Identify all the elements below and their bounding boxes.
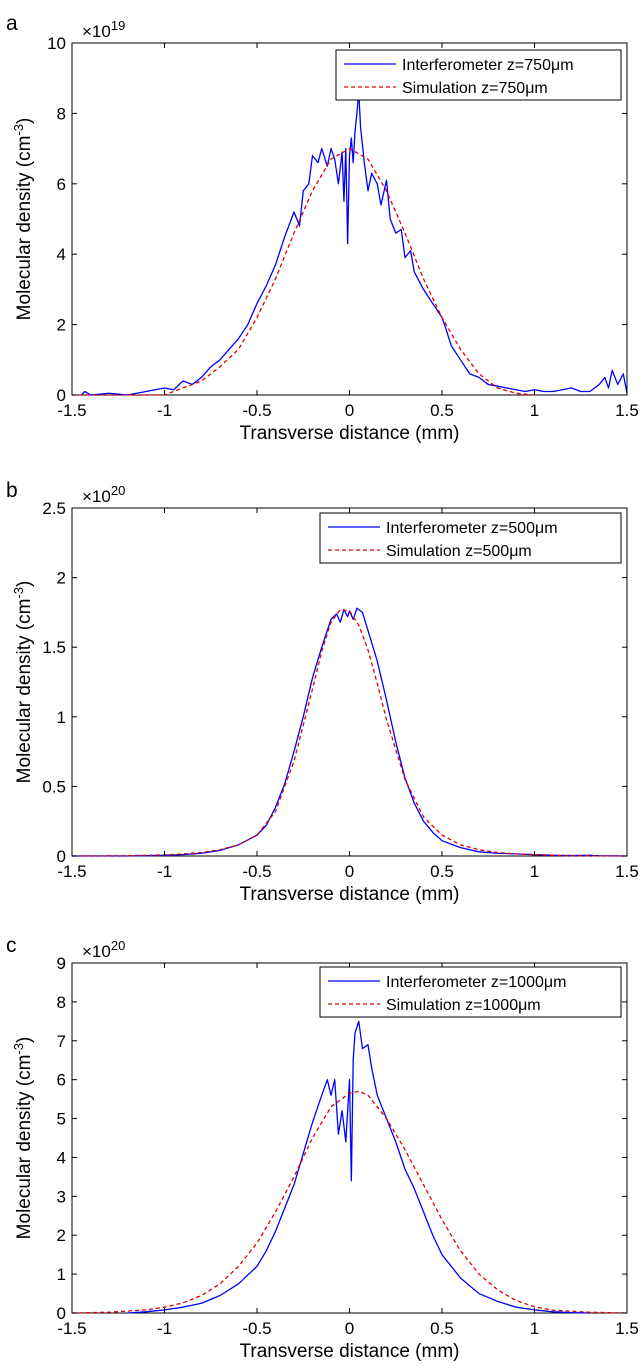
- legend-entry: Simulation z=750μm: [402, 80, 548, 97]
- legend: Interferometer z=500μm Simulation z=500μm: [319, 512, 622, 564]
- x-tick-label: 1.5: [615, 862, 639, 881]
- y-tick-label: 9: [57, 954, 66, 973]
- y-tick-label: 0: [57, 847, 66, 866]
- legend-entry: Simulation z=500μm: [386, 543, 532, 560]
- x-axis-label: Transverse distance (mm): [240, 423, 460, 444]
- y-tick-label: 5: [57, 1110, 66, 1129]
- y-tick-label: 3: [57, 1187, 66, 1206]
- x-tick-label: 0: [345, 1319, 354, 1338]
- y-tick-label: 0: [57, 386, 66, 405]
- y-exponent-power: 20: [111, 483, 125, 498]
- y-exponent-power: 20: [111, 938, 125, 953]
- series-line-interferometer: [127, 1020, 591, 1314]
- panel-label: b: [6, 479, 18, 502]
- x-tick-label: 1: [530, 1319, 539, 1338]
- x-tick-label: 1.5: [615, 401, 639, 420]
- series-line-interferometer: [72, 607, 628, 857]
- series-line-simulation: [72, 147, 535, 396]
- y-exponent-base: ×10: [82, 22, 111, 41]
- y-tick-label: 6: [57, 175, 66, 194]
- legend-box: [319, 966, 622, 1018]
- y-tick-label: 1: [57, 1265, 66, 1284]
- x-tick-label: -0.5: [242, 862, 271, 881]
- y-tick-label: 8: [57, 104, 66, 123]
- y-tick-label: 4: [57, 245, 66, 264]
- y-axis-label: Molecular density (cm-3): [11, 118, 35, 321]
- legend-box: [319, 512, 622, 564]
- x-tick-label: 1: [530, 401, 539, 420]
- y-tick-label: 1: [57, 708, 66, 727]
- y-exponent-base: ×10: [82, 942, 111, 961]
- x-axis-label: Transverse distance (mm): [240, 1341, 460, 1362]
- y-tick-label: 0.5: [42, 777, 66, 796]
- panel-label: a: [6, 12, 18, 35]
- series-line-simulation: [71, 1090, 628, 1314]
- series-line-simulation: [71, 608, 628, 857]
- x-tick-label: 0: [345, 401, 354, 420]
- legend: Interferometer z=750μm Simulation z=750μm: [335, 49, 622, 101]
- series-line-interferometer: [80, 91, 628, 396]
- legend: Interferometer z=1000μm Simulation z=1000…: [319, 966, 622, 1018]
- y-tick-label: 6: [57, 1071, 66, 1090]
- x-tick-label: -1: [157, 401, 172, 420]
- y-exponent-label: ×1020: [82, 938, 125, 961]
- x-tick-label: -1: [157, 1319, 172, 1338]
- x-tick-label: 0: [345, 862, 354, 881]
- legend-entry: Interferometer z=500μm: [386, 520, 558, 537]
- y-tick-label: 4: [57, 1148, 66, 1167]
- x-tick-label: -0.5: [242, 1319, 271, 1338]
- y-axis-label: Molecular density (cm-3): [11, 581, 35, 784]
- x-tick-label: -1: [157, 862, 172, 881]
- y-exponent-base: ×10: [82, 487, 111, 506]
- y-tick-label: 7: [57, 1032, 66, 1051]
- chart-panel-a: -1.5 -1 -0.5 0 0.5 1 1.5 0 2 4 6 8 10 ×1019 Transverse…: [6, 12, 639, 444]
- y-exponent-label: ×1019: [82, 18, 125, 41]
- x-tick-label: 1: [530, 862, 539, 881]
- legend-box: [335, 49, 622, 101]
- x-tick-label: -1.5: [57, 401, 86, 420]
- chart-panel-c: -1.5 -1 -0.5 0 0.5 1 1.5 0 1 2 3 4 5 6 7 8 9 ×1020 Transve…: [6, 934, 639, 1362]
- x-tick-label: 0.5: [430, 862, 454, 881]
- x-tick-label: 0.5: [430, 1319, 454, 1338]
- y-tick-label: 10: [47, 34, 66, 53]
- y-axis-label: Molecular density (cm-3): [11, 1037, 35, 1240]
- panel-label: c: [6, 934, 17, 957]
- x-tick-label: 0.5: [430, 401, 454, 420]
- chart-panel-b: -1.5 -1 -0.5 0 0.5 1 1.5 0 0.5 1 1.5 2 2.5 ×1020 Trans…: [6, 479, 639, 905]
- legend-entry: Interferometer z=1000μm: [386, 974, 566, 991]
- y-tick-label: 2.5: [42, 499, 66, 518]
- y-tick-label: 2: [57, 569, 66, 588]
- legend-entry: Simulation z=1000μm: [386, 997, 541, 1014]
- x-tick-label: -0.5: [242, 401, 271, 420]
- y-tick-label: 2: [57, 316, 66, 335]
- y-tick-label: 2: [57, 1226, 66, 1245]
- x-tick-label: -1.5: [57, 1319, 86, 1338]
- y-tick-label: 1.5: [42, 638, 66, 657]
- y-exponent-power: 19: [111, 18, 125, 33]
- y-tick-label: 0: [57, 1304, 66, 1323]
- y-exponent-label: ×1020: [82, 483, 125, 506]
- x-tick-label: -1.5: [57, 862, 86, 881]
- y-tick-label: 8: [57, 993, 66, 1012]
- x-tick-label: 1.5: [615, 1319, 639, 1338]
- x-axis-label: Transverse distance (mm): [240, 884, 460, 905]
- legend-entry: Interferometer z=750μm: [402, 57, 574, 74]
